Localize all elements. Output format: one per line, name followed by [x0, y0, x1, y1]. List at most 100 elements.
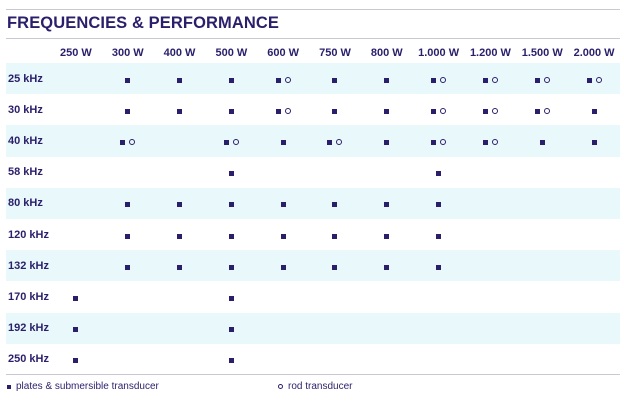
availability-marks [228, 231, 234, 241]
filled-square-icon [384, 264, 390, 270]
table-cell [205, 218, 258, 251]
filled-square-icon [275, 77, 281, 83]
table-cell [412, 94, 465, 126]
table-cell [568, 343, 620, 375]
column-header: 300 W [111, 47, 144, 59]
table-cell [516, 312, 569, 344]
availability-marks [586, 75, 602, 85]
availability-marks [482, 75, 498, 85]
table-cell [309, 187, 361, 219]
table-cell [568, 281, 620, 313]
table-cell [50, 187, 102, 219]
availability-marks [73, 293, 79, 303]
ring-icon [336, 139, 343, 146]
ring-icon [491, 108, 498, 115]
availability-marks [482, 137, 498, 147]
table-cell [568, 125, 620, 157]
availability-marks [228, 325, 234, 335]
table-cell [309, 94, 361, 126]
table-cell [360, 250, 413, 282]
table-cell [412, 218, 465, 251]
row-label: 40 kHz [6, 125, 51, 157]
filled-square-icon [125, 202, 131, 208]
availability-marks [332, 75, 338, 85]
filled-square-icon [280, 139, 286, 145]
column-header: 250 W [60, 47, 92, 59]
ring-icon [284, 108, 291, 115]
corner-cell [6, 43, 50, 63]
filled-square-icon [125, 233, 131, 239]
table-cell [153, 63, 206, 95]
table-cell [516, 125, 569, 157]
filled-square-icon [482, 139, 488, 145]
table-row: 40 kHz [6, 125, 620, 157]
filled-square-icon [73, 295, 79, 301]
table-cell [412, 125, 465, 157]
table-cell [50, 63, 102, 95]
table-cell [205, 250, 258, 282]
table-row: 58 kHz [6, 156, 620, 188]
availability-marks [280, 137, 286, 147]
table-cell [50, 343, 102, 375]
filled-square-icon [591, 108, 597, 114]
availability-marks [125, 262, 131, 272]
availability-marks [431, 75, 447, 85]
row-label: 58 kHz [6, 156, 51, 188]
availability-marks [177, 75, 183, 85]
table-cell [412, 312, 465, 344]
availability-marks [177, 200, 183, 210]
ring-icon [491, 139, 498, 146]
row-label: 25 kHz [6, 63, 51, 95]
table-cell [464, 281, 517, 313]
table-cell [205, 94, 258, 126]
table-cell [153, 281, 206, 313]
filled-square-icon [228, 295, 234, 301]
filled-square-icon [586, 77, 592, 83]
availability-marks [539, 137, 545, 147]
filled-square-icon [275, 108, 281, 114]
filled-square-icon [436, 202, 442, 208]
filled-square-icon [539, 139, 545, 145]
availability-marks [228, 293, 234, 303]
table-cell [257, 94, 310, 126]
table-body: 25 kHz 30 kHz 40 kHz 58 kHz 80 kHz 120 kHz 132… [6, 63, 620, 375]
ring-icon [543, 77, 550, 84]
availability-marks [73, 356, 79, 366]
table-cell [153, 250, 206, 282]
filled-square-icon [177, 202, 183, 208]
table-cell [153, 125, 206, 157]
table-cell [568, 250, 620, 282]
table-cell [464, 63, 517, 95]
filled-square-icon [177, 233, 183, 239]
availability-marks [228, 200, 234, 210]
availability-marks [120, 137, 136, 147]
ring-icon [440, 77, 447, 84]
table-cell [412, 250, 465, 282]
table-row: 250 kHz [6, 343, 620, 375]
table-cell [568, 187, 620, 219]
table-cell [309, 250, 361, 282]
availability-marks [534, 75, 550, 85]
availability-marks [332, 200, 338, 210]
availability-marks [223, 137, 239, 147]
table-cell [257, 312, 310, 344]
availability-marks [275, 75, 291, 85]
filled-square-icon [534, 77, 540, 83]
table-cell [464, 94, 517, 126]
column-header: 750 W [319, 47, 351, 59]
ring-icon [284, 77, 291, 84]
filled-square-icon [431, 77, 437, 83]
filled-square-icon [534, 108, 540, 114]
availability-marks [228, 75, 234, 85]
table-cell [205, 63, 258, 95]
table-cell [153, 187, 206, 219]
filled-square-icon [431, 139, 437, 145]
availability-marks [332, 106, 338, 116]
top-rule [6, 9, 620, 10]
filled-square-icon [228, 233, 234, 239]
table-cell [568, 156, 620, 188]
table-cell [568, 218, 620, 251]
availability-marks [384, 200, 390, 210]
availability-marks [384, 231, 390, 241]
column-header: 500 W [215, 47, 248, 59]
